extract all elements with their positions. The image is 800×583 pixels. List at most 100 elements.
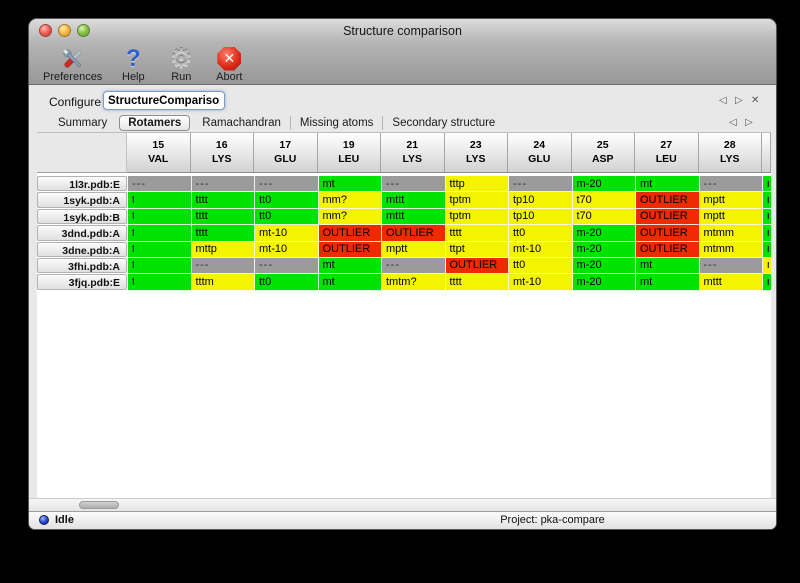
column-header[interactable]: 16 LYS — [190, 133, 254, 173]
rotamer-cell[interactable]: tttt — [191, 225, 255, 242]
close-window-button[interactable] — [39, 24, 52, 37]
rotamer-cell[interactable]: tttt — [191, 192, 255, 209]
column-header[interactable]: 15 VAL — [127, 133, 191, 173]
rotamer-cell[interactable]: mtmm — [699, 241, 763, 258]
rotamer-cell[interactable]: m — [763, 176, 771, 193]
tab-summary[interactable]: Summary — [58, 117, 108, 129]
rotamer-cell[interactable]: OUTLIER — [636, 208, 700, 226]
rotamer-cell[interactable]: OUTLIER — [318, 225, 382, 242]
rotamer-cell[interactable]: --- — [191, 176, 255, 193]
abort-button[interactable]: ✕ Abort — [212, 45, 246, 83]
row-label[interactable]: 3fjq.pdb:E — [37, 274, 127, 290]
rotamer-cell[interactable]: mt-10 — [509, 274, 573, 291]
column-header[interactable]: 24 GLU — [508, 133, 572, 173]
scrollbar-thumb[interactable] — [79, 501, 119, 509]
rotamer-cell[interactable]: tt0 — [509, 257, 573, 275]
rotamer-cell[interactable]: mt — [318, 274, 382, 291]
tab-rotamers[interactable]: Rotamers — [119, 115, 191, 131]
rotamer-cell[interactable]: tt0 — [255, 274, 319, 291]
column-header[interactable]: 21 LYS — [381, 133, 445, 173]
zoom-window-button[interactable] — [77, 24, 90, 37]
rotamer-cell[interactable]: m — [763, 274, 771, 291]
rotamer-cell[interactable]: tttp — [445, 176, 509, 193]
rotamer-cell[interactable]: mttt — [382, 192, 446, 209]
rotamer-cell[interactable]: m-20 — [572, 176, 636, 193]
column-header[interactable]: 23 LYS — [444, 133, 508, 173]
rotamer-cell[interactable]: mt-10 — [255, 241, 319, 258]
rotamer-cell[interactable]: m — [763, 208, 771, 226]
rotamer-cell[interactable]: m — [763, 257, 771, 275]
rotamer-cell[interactable]: tt0 — [255, 208, 319, 226]
rotamer-cell[interactable]: tttt — [445, 225, 509, 242]
tab-scroll-left-icon[interactable]: ◁ — [729, 117, 737, 128]
rotamer-cell[interactable]: ttpt — [445, 241, 509, 258]
rotamer-cell[interactable]: m-20 — [572, 241, 636, 258]
rotamer-cell[interactable]: t — [128, 274, 192, 291]
rotamer-cell[interactable]: mptt — [699, 192, 763, 209]
rotamer-cell[interactable]: tt0 — [509, 225, 573, 242]
rotamer-cell[interactable]: t — [128, 208, 192, 226]
tab-secondary-structure[interactable]: Secondary structure — [382, 116, 504, 130]
rotamer-cell[interactable]: m-20 — [572, 274, 636, 291]
row-label[interactable]: 1syk.pdb:B — [37, 208, 127, 225]
rotamer-cell[interactable]: OUTLIER — [445, 257, 509, 275]
rotamer-cell[interactable]: --- — [382, 257, 446, 275]
rotamer-cell[interactable]: t — [128, 241, 192, 258]
run-button[interactable]: ⚙ Run — [164, 45, 198, 84]
minimize-window-button[interactable] — [58, 24, 71, 37]
rotamer-cell[interactable]: mt — [636, 257, 700, 275]
rotamer-cell[interactable]: tp10 — [509, 192, 573, 209]
rotamer-cell[interactable]: m-20 — [572, 225, 636, 242]
row-label[interactable]: 3dnd.pdb:A — [37, 225, 127, 241]
rotamer-cell[interactable]: mt — [636, 274, 700, 291]
rotamer-cell[interactable]: tttm — [191, 274, 255, 291]
rotamer-cell[interactable]: --- — [191, 257, 255, 275]
rotamer-cell[interactable]: tttt — [191, 208, 255, 226]
tab-ramachandran[interactable]: Ramachandran — [202, 117, 281, 129]
row-label[interactable]: 1syk.pdb:A — [37, 192, 127, 208]
column-header[interactable]: 27 LEU — [635, 133, 699, 173]
rotamer-cell[interactable]: mm? — [318, 208, 382, 226]
rotamer-cell[interactable]: --- — [509, 176, 573, 193]
rotamer-cell[interactable]: t — [128, 192, 192, 209]
scroll-left-icon[interactable]: ◁ — [719, 95, 727, 106]
rotamer-cell[interactable]: mt-10 — [255, 225, 319, 242]
rotamer-cell[interactable]: mt — [636, 176, 700, 193]
rotamer-cell[interactable]: mptt — [699, 208, 763, 226]
column-header[interactable]: 25 ASP — [571, 133, 635, 173]
rotamer-cell[interactable]: --- — [699, 176, 763, 193]
rotamer-cell[interactable]: mptt — [382, 241, 446, 258]
rotamer-cell[interactable]: tptm — [445, 208, 509, 226]
configuration-name-input[interactable] — [103, 91, 225, 110]
column-header[interactable]: 28 LYS — [698, 133, 762, 173]
rotamer-cell[interactable]: mtmm — [699, 225, 763, 242]
row-label[interactable]: 1l3r.pdb:E — [37, 176, 127, 192]
rotamer-cell[interactable]: t — [128, 257, 192, 275]
rotamer-cell[interactable]: --- — [699, 257, 763, 275]
rotamer-cell[interactable]: --- — [255, 176, 319, 193]
column-header[interactable]: 17 GLU — [254, 133, 318, 173]
rotamer-cell[interactable]: mm? — [318, 192, 382, 209]
rotamer-cell[interactable]: --- — [382, 176, 446, 193]
preferences-button[interactable]: Preferences — [43, 45, 102, 83]
rotamer-cell[interactable]: tttt — [445, 274, 509, 291]
rotamer-cell[interactable]: OUTLIER — [318, 241, 382, 258]
rotamer-cell[interactable]: --- — [128, 176, 192, 193]
rotamer-cell[interactable]: t70 — [572, 208, 636, 226]
rotamer-cell[interactable]: mt — [318, 176, 382, 193]
close-icon[interactable]: ✕ — [751, 95, 760, 106]
rotamer-cell[interactable]: --- — [255, 257, 319, 275]
title-bar[interactable]: Structure comparison — [29, 19, 776, 43]
rotamer-cell[interactable]: t70 — [572, 192, 636, 209]
tab-scroll-right-icon[interactable]: ▷ — [745, 117, 753, 128]
column-header[interactable]: 19 LEU — [317, 133, 381, 173]
rotamer-cell[interactable]: tp10 — [509, 208, 573, 226]
rotamer-cell[interactable]: mt — [318, 257, 382, 275]
row-label[interactable]: 3dne.pdb:A — [37, 241, 127, 257]
help-button[interactable]: ? Help — [116, 45, 150, 83]
rotamer-cell[interactable]: tt0 — [255, 192, 319, 209]
rotamer-cell[interactable]: OUTLIER — [636, 192, 700, 209]
rotamer-cell[interactable]: mttt — [699, 274, 763, 291]
rotamer-cell[interactable]: OUTLIER — [636, 241, 700, 258]
rotamer-cell[interactable]: m — [763, 225, 771, 242]
